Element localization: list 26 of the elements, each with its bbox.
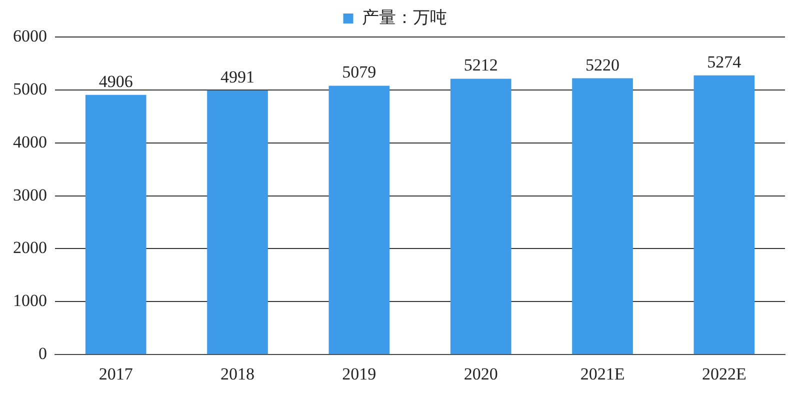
x-tick-label: 2022E <box>702 364 746 384</box>
x-tick-label: 2020 <box>464 364 498 384</box>
legend-label: 产量：万吨 <box>362 8 447 28</box>
y-tick-label: 4000 <box>13 132 47 152</box>
x-tick-label: 2019 <box>342 364 376 384</box>
bar <box>572 78 633 354</box>
y-tick-label: 5000 <box>13 79 47 98</box>
x-tick-label: 2017 <box>98 364 134 384</box>
y-tick-label: 0 <box>38 344 47 364</box>
bar <box>694 75 755 354</box>
bar <box>450 78 512 354</box>
x-tick-label: 2021E <box>580 364 625 384</box>
data-label: 4991 <box>220 67 254 86</box>
bar <box>328 86 390 354</box>
data-label: 5079 <box>342 62 376 82</box>
y-tick-label: 2000 <box>13 238 47 258</box>
data-label: 4906 <box>98 72 133 91</box>
data-label: 5212 <box>464 56 498 75</box>
y-tick-label: 1000 <box>13 291 47 310</box>
bar <box>85 94 146 354</box>
y-tick-label: 6000 <box>13 26 47 46</box>
data-label: 5220 <box>586 55 620 74</box>
bar <box>207 90 268 354</box>
data-label: 5274 <box>707 52 742 72</box>
y-tick-label: 3000 <box>13 185 47 204</box>
x-tick-label: 2018 <box>220 364 254 384</box>
